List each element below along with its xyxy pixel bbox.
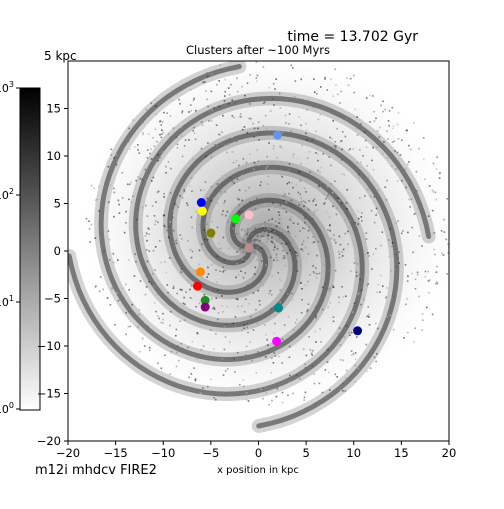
x-tick-label: 10 bbox=[346, 446, 361, 460]
x-tick-label: 0 bbox=[255, 446, 262, 460]
y-tick-label: 5 bbox=[54, 197, 61, 211]
cluster-point bbox=[272, 336, 282, 346]
x-tick-label: −5 bbox=[202, 446, 219, 460]
chart-title: Clusters after ~100 Myrs bbox=[186, 43, 330, 57]
y-axis: −20 −15 −10 −5 0 5 10 15 bbox=[37, 102, 68, 448]
cluster-point bbox=[193, 281, 203, 291]
cluster-point bbox=[244, 210, 254, 220]
x-tick-label: 5 bbox=[302, 446, 309, 460]
cluster-point bbox=[274, 303, 284, 313]
y-tick-label: −5 bbox=[44, 292, 61, 306]
density-map bbox=[68, 61, 449, 433]
cluster-point bbox=[200, 295, 210, 305]
x-axis: −20 −15 −10 −5 0 5 10 15 20 bbox=[56, 441, 456, 460]
colorbar-tick-label: 100 bbox=[0, 401, 14, 416]
y-tick-label: 15 bbox=[46, 102, 61, 116]
cluster-point bbox=[273, 130, 283, 140]
colorbar-ticks bbox=[16, 87, 20, 410]
x-tick-label: −20 bbox=[56, 446, 80, 460]
x-tick-label: 15 bbox=[394, 446, 409, 460]
y-tick-label: −20 bbox=[37, 434, 61, 448]
y-tick-label: −10 bbox=[37, 339, 61, 353]
x-tick-label: −15 bbox=[103, 446, 127, 460]
x-tick-label: −10 bbox=[151, 446, 175, 460]
cluster-point bbox=[200, 302, 210, 312]
y-tick-label: 0 bbox=[54, 244, 61, 258]
colorbar bbox=[19, 87, 41, 411]
cluster-point bbox=[206, 228, 216, 238]
x-tick-label: 20 bbox=[442, 446, 457, 460]
cluster-point bbox=[353, 326, 363, 336]
colorbar-tick-label: 102 bbox=[0, 187, 14, 202]
y-tick-label: −15 bbox=[37, 387, 61, 401]
cluster-point bbox=[244, 243, 254, 253]
colorbar-tick-label: 101 bbox=[0, 294, 14, 309]
y-tick-label: 10 bbox=[46, 149, 61, 163]
scale-label: 5 kpc bbox=[44, 49, 77, 63]
cluster-point bbox=[195, 267, 205, 277]
run-label: m12i mhdcv FIRE2 bbox=[35, 463, 157, 478]
cluster-point bbox=[197, 206, 207, 216]
colorbar-tick-label: 103 bbox=[0, 80, 14, 95]
cluster-point bbox=[231, 214, 241, 224]
cluster-point bbox=[196, 198, 206, 208]
cluster-points bbox=[193, 130, 363, 346]
x-axis-label: x position in kpc bbox=[217, 465, 299, 476]
time-label: time = 13.702 Gyr bbox=[287, 29, 418, 45]
